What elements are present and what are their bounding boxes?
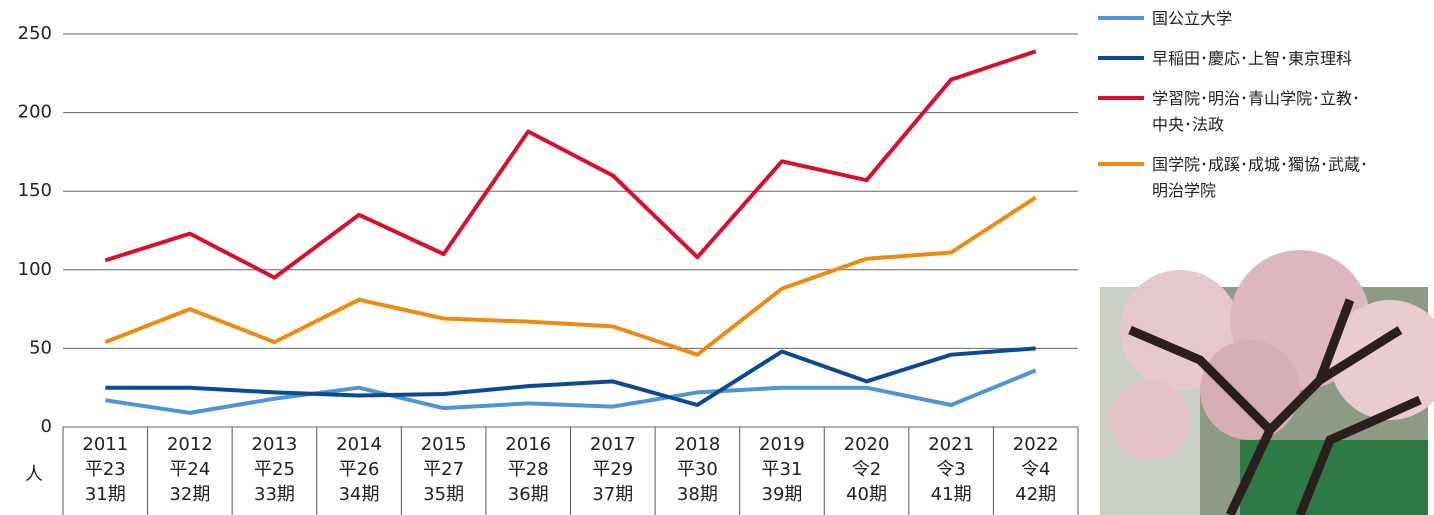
x-tick-label: 33期 bbox=[254, 484, 295, 505]
legend-label: 早稲田･慶応･上智･東京理科 bbox=[1152, 46, 1352, 72]
x-tick-label: 2017 bbox=[590, 434, 636, 455]
x-tick-label: 平26 bbox=[339, 459, 380, 480]
legend-entry: 国公立大学 bbox=[1098, 6, 1428, 32]
legend-entry: 早稲田･慶応･上智･東京理科 bbox=[1098, 46, 1428, 72]
y-tick-label: 100 bbox=[18, 259, 52, 280]
x-tick-label: 2016 bbox=[505, 434, 551, 455]
x-tick-label: 平29 bbox=[592, 459, 633, 480]
x-tick-label: 令3 bbox=[936, 459, 965, 480]
y-tick-label: 150 bbox=[18, 180, 52, 201]
y-tick-label: 250 bbox=[18, 23, 52, 44]
legend-entry: 学習院･明治･青山学院･立教･ 中央･法政 bbox=[1098, 86, 1428, 138]
legend: 国公立大学早稲田･慶応･上智･東京理科学習院･明治･青山学院･立教･ 中央･法政… bbox=[1098, 6, 1428, 218]
x-tick-label: 41期 bbox=[931, 484, 972, 505]
x-tick-label: 39期 bbox=[762, 484, 803, 505]
x-tick-label: 2022 bbox=[1013, 434, 1059, 455]
x-tick-label: 平23 bbox=[85, 459, 126, 480]
series-line bbox=[105, 197, 1035, 354]
x-tick-label: 2012 bbox=[167, 434, 213, 455]
x-tick-label: 平24 bbox=[169, 459, 210, 480]
x-tick-label: 2013 bbox=[252, 434, 298, 455]
x-tick-label: 平31 bbox=[762, 459, 803, 480]
x-tick-label: 平25 bbox=[254, 459, 295, 480]
legend-swatch bbox=[1098, 16, 1144, 20]
page: 人 0 50 100 150 200 250 2011 平23 31期 2012 平24 32期 201… bbox=[0, 0, 1434, 515]
x-tick-label: 平30 bbox=[677, 459, 718, 480]
series-line bbox=[105, 51, 1035, 277]
x-tick-label: 2014 bbox=[336, 434, 382, 455]
x-tick-label: 2020 bbox=[844, 434, 890, 455]
y-tick-label: 200 bbox=[18, 102, 52, 123]
legend-swatch bbox=[1098, 162, 1144, 166]
x-tick-label: 令4 bbox=[1021, 459, 1050, 480]
y-unit: 人 bbox=[25, 464, 43, 485]
x-tick-label: 2015 bbox=[421, 434, 467, 455]
x-tick-label: 34期 bbox=[339, 484, 380, 505]
x-tick-label: 2019 bbox=[759, 434, 805, 455]
x-tick-label: 平27 bbox=[423, 459, 464, 480]
x-tick-label: 平28 bbox=[508, 459, 549, 480]
x-tick-label: 35期 bbox=[423, 484, 464, 505]
y-tick-label: 50 bbox=[29, 337, 52, 358]
x-tick-label: 42期 bbox=[1015, 484, 1056, 505]
legend-swatch bbox=[1098, 56, 1144, 60]
x-tick-label: 37期 bbox=[592, 484, 633, 505]
x-tick-label: 令2 bbox=[852, 459, 881, 480]
legend-swatch bbox=[1098, 96, 1144, 100]
x-tick-label: 2021 bbox=[928, 434, 974, 455]
x-tick-label: 31期 bbox=[85, 484, 126, 505]
x-tick-label: 36期 bbox=[508, 484, 549, 505]
legend-label: 国公立大学 bbox=[1152, 6, 1232, 32]
y-tick-label: 0 bbox=[41, 416, 52, 437]
x-tick-label: 38期 bbox=[677, 484, 718, 505]
legend-label: 国学院･成蹊･成城･獨協･武蔵･ 明治学院 bbox=[1152, 152, 1368, 204]
x-tick-label: 2018 bbox=[674, 434, 720, 455]
legend-label: 学習院･明治･青山学院･立教･ 中央･法政 bbox=[1152, 86, 1360, 138]
x-tick-label: 40期 bbox=[846, 484, 887, 505]
series-line bbox=[105, 348, 1035, 405]
legend-entry: 国学院･成蹊･成城･獨協･武蔵･ 明治学院 bbox=[1098, 152, 1428, 204]
x-tick-label: 2011 bbox=[82, 434, 128, 455]
photo bbox=[1100, 250, 1434, 515]
x-tick-label: 32期 bbox=[169, 484, 210, 505]
